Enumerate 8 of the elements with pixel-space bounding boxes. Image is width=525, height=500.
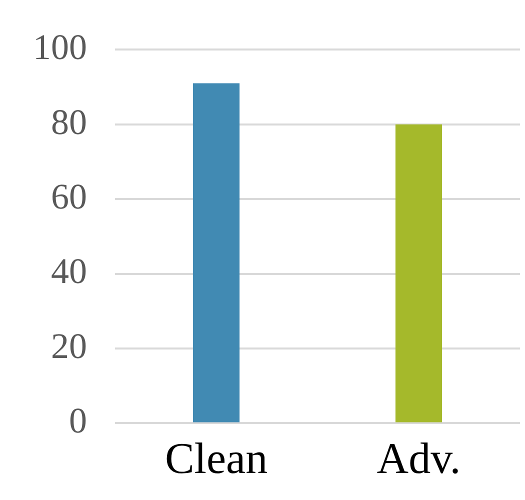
y-tick-label: 0 [69,400,87,441]
x-tick-label: Adv. [376,434,461,484]
y-tick-label: 80 [51,102,87,142]
y-tick-label: 20 [51,326,87,366]
x-tick-label: Clean [164,434,268,484]
y-tick-label: 60 [51,176,87,216]
y-tick-label: 40 [51,251,87,292]
y-tick-label: 100 [33,27,87,68]
